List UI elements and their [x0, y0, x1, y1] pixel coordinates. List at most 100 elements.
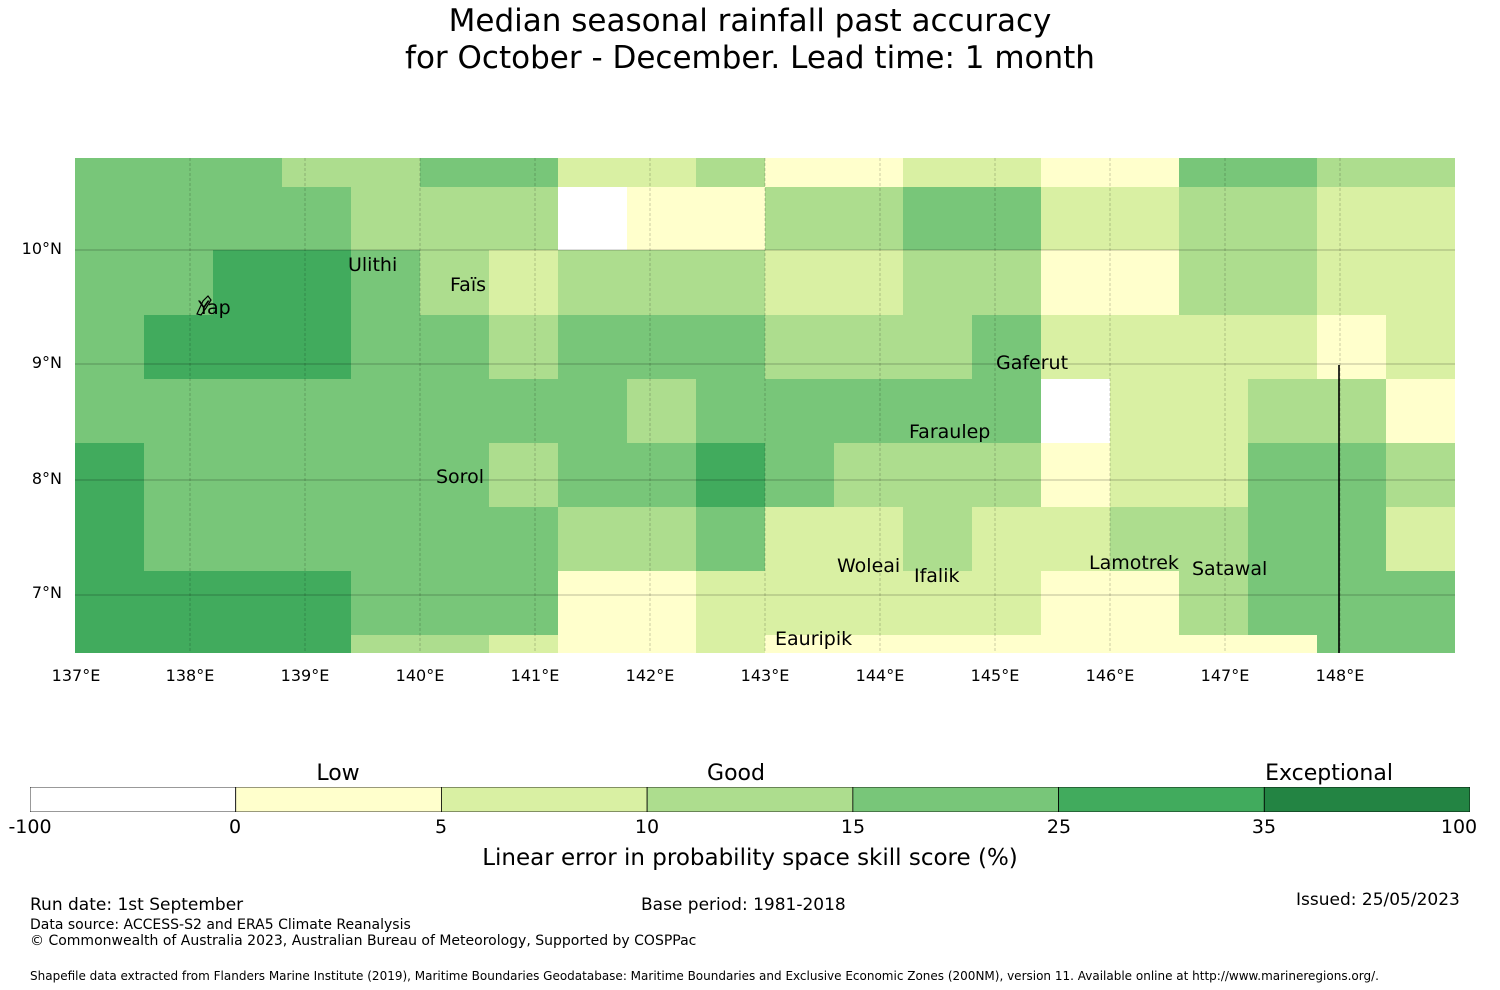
grid-cell	[1317, 187, 1387, 251]
colorbar-tick: 35	[1251, 816, 1277, 838]
grid-cell	[627, 158, 697, 188]
grid-cell	[489, 571, 559, 636]
grid-cell	[420, 158, 490, 188]
lat-label-8n: 8°N	[31, 469, 62, 488]
grid-cell	[1317, 507, 1387, 572]
grid-cell	[834, 635, 904, 653]
grid-cell	[1248, 187, 1318, 251]
grid-cell	[489, 443, 559, 508]
grid-cell	[1110, 635, 1180, 653]
colorbar-category-good: Good	[707, 761, 765, 786]
grid-cell	[834, 250, 904, 316]
grid-cell	[834, 571, 904, 636]
grid-cell	[1179, 315, 1249, 380]
lat-label-7n: 7°N	[31, 583, 62, 602]
grid-cell	[558, 635, 628, 653]
grid-cell	[144, 507, 214, 572]
grid-cell	[972, 635, 1042, 653]
grid-cell	[213, 635, 283, 653]
map-title: Median seasonal rainfall past accuracy	[448, 3, 1052, 39]
grid-cell	[351, 158, 421, 188]
lon-label-138e: 138°E	[165, 666, 215, 685]
grid-cell	[351, 635, 421, 653]
colorbar-segment	[1263, 787, 1470, 812]
grid-cell	[1110, 379, 1180, 444]
colorbar-tick: 15	[840, 816, 866, 838]
colorbar-category-exceptional: Exceptional	[1265, 761, 1393, 786]
grid-cell	[213, 571, 283, 636]
lon-label-147e: 147°E	[1200, 666, 1250, 685]
lat-label-9n: 9°N	[31, 353, 62, 372]
grid-cell	[213, 379, 283, 444]
grid-cell	[1386, 443, 1455, 508]
grid-cell	[213, 315, 283, 380]
lon-label-142e: 142°E	[625, 666, 675, 685]
grid-cell	[627, 187, 697, 251]
grid-cell	[144, 443, 214, 508]
grid-cell	[75, 250, 145, 316]
grid-cell	[1041, 187, 1111, 251]
grid-cell	[1248, 379, 1318, 444]
yap-island-shape	[196, 295, 212, 316]
grid-cell	[1317, 315, 1387, 380]
island-label-satawal: Satawal	[1192, 558, 1268, 580]
grid-cell	[972, 571, 1042, 636]
grid-cell	[1317, 158, 1387, 188]
grid-cell	[696, 187, 766, 251]
grid-cell	[282, 507, 352, 572]
island-label-yap: Yap	[198, 297, 231, 319]
island-label-faraulep: Faraulep	[909, 421, 991, 443]
grid-cell	[489, 250, 559, 316]
grid-cell	[558, 250, 628, 316]
grid-cell	[1386, 571, 1455, 636]
lon-label-148e: 148°E	[1315, 666, 1365, 685]
island-label-lamotrek: Lamotrek	[1089, 552, 1179, 574]
colorbar-segment	[30, 787, 237, 812]
colorbar-segment	[441, 787, 648, 812]
grid-cell	[420, 443, 490, 508]
grid-cell	[1317, 571, 1387, 636]
grid-cell	[1386, 379, 1455, 444]
data-source: Data source: ACCESS-S2 and ERA5 Climate …	[30, 917, 411, 933]
grid-cell	[1110, 187, 1180, 251]
grid-cell	[903, 315, 973, 380]
grid-cell	[1386, 315, 1455, 380]
grid-cell	[903, 507, 973, 572]
copyright-notice: © Commonwealth of Australia 2023, Austra…	[30, 933, 697, 949]
skill-grid	[75, 158, 1455, 653]
grid-cell	[558, 315, 628, 380]
grid-cell	[282, 635, 352, 653]
lat-label-10n: 10°N	[21, 239, 62, 258]
grid-cell	[972, 187, 1042, 251]
grid-cell	[1179, 379, 1249, 444]
grid-cell	[1386, 507, 1455, 572]
shapefile-credit: Shapefile data extracted from Flanders M…	[30, 969, 1379, 983]
colorbar-segment	[852, 787, 1059, 812]
grid-cell	[1248, 443, 1318, 508]
colorbar-tick: 25	[1046, 816, 1072, 838]
lon-label-145e: 145°E	[970, 666, 1020, 685]
grid-cell	[489, 379, 559, 444]
grid-cell	[1179, 635, 1249, 653]
grid-cell	[972, 443, 1042, 508]
grid-cell	[351, 250, 421, 316]
grid-cell	[1179, 158, 1249, 188]
lon-label-146e: 146°E	[1085, 666, 1135, 685]
colorbar-segment	[1058, 787, 1265, 812]
grid-cell	[903, 250, 973, 316]
grid-cell	[351, 443, 421, 508]
grid-cell	[213, 250, 283, 316]
lon-label-141e: 141°E	[510, 666, 560, 685]
island-label-ifalik: Ifalik	[914, 565, 960, 587]
grid-cell	[1317, 379, 1387, 444]
grid-cell	[144, 250, 214, 316]
grid-cell	[627, 635, 697, 653]
grid-cell	[765, 443, 835, 508]
grid-cell	[1110, 315, 1180, 380]
grid-cell	[1179, 187, 1249, 251]
grid-cell	[282, 379, 352, 444]
grid-cell	[1317, 443, 1387, 508]
grid-cell	[420, 571, 490, 636]
run-date: Run date: 1st September	[30, 895, 244, 915]
grid-cell	[903, 635, 973, 653]
